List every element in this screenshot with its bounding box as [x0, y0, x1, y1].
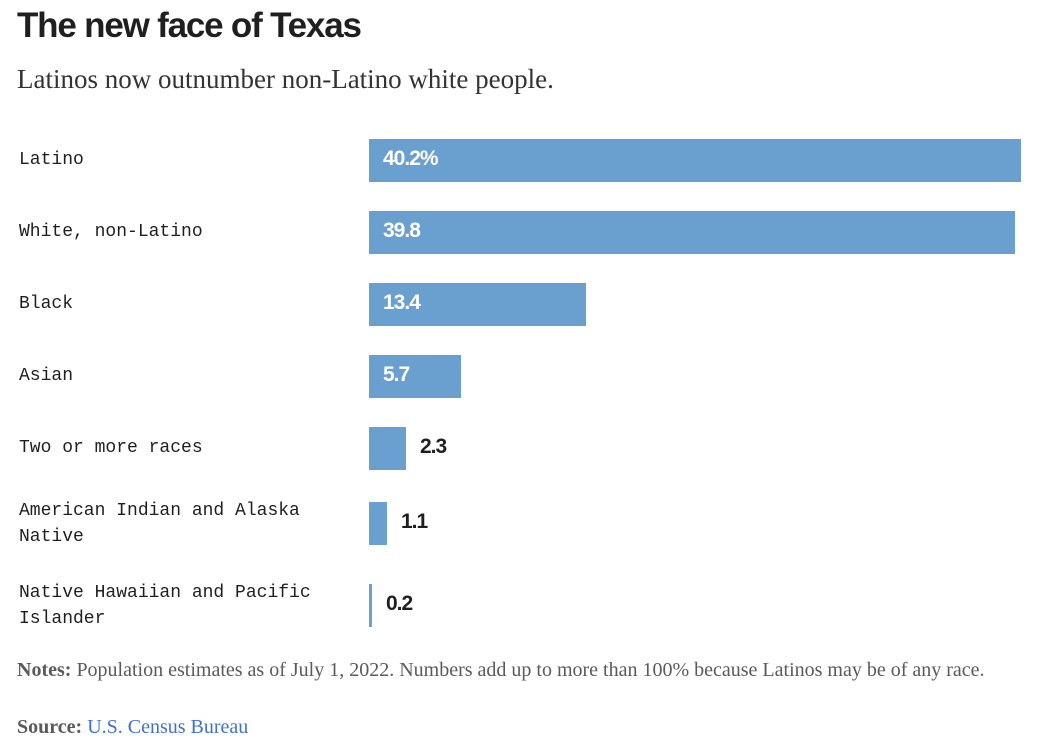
- source-label: Source:: [17, 716, 83, 738]
- bar: [369, 283, 586, 326]
- value-label: 2.3: [420, 435, 447, 458]
- notes-label: Notes:: [17, 659, 72, 681]
- bar: [369, 502, 387, 545]
- category-label: American Indian and Alaska Native: [19, 501, 300, 547]
- value-label: 1.1: [401, 510, 428, 533]
- chart-title: The new face of Texas: [17, 6, 362, 45]
- value-label: 5.7: [383, 363, 410, 386]
- value-label: 13.4: [383, 291, 421, 314]
- category-label: Native Hawaiian and Pacific Islander: [19, 583, 311, 629]
- bar: [369, 211, 1015, 254]
- category-label: Two or more races: [19, 438, 203, 458]
- bar: [369, 427, 406, 470]
- value-label: 0.2: [386, 592, 413, 615]
- bar: [369, 355, 461, 398]
- category-label: Latino: [19, 150, 84, 170]
- category-label: White, non-Latino: [19, 222, 203, 242]
- value-label: 39.8: [383, 219, 421, 242]
- bar: [369, 139, 1021, 182]
- chart-notes: Notes: Population estimates as of July 1…: [17, 657, 1017, 683]
- chart-source: Source: U.S. Census Bureau: [17, 714, 248, 740]
- source-link[interactable]: U.S. Census Bureau: [87, 716, 249, 738]
- chart-subtitle: Latinos now outnumber non-Latino white p…: [17, 64, 554, 94]
- notes-text: Population estimates as of July 1, 2022.…: [71, 659, 985, 681]
- value-label: 40.2%: [383, 147, 439, 170]
- category-label: Asian: [19, 366, 74, 386]
- bar: [369, 584, 372, 627]
- category-label: Black: [19, 294, 74, 314]
